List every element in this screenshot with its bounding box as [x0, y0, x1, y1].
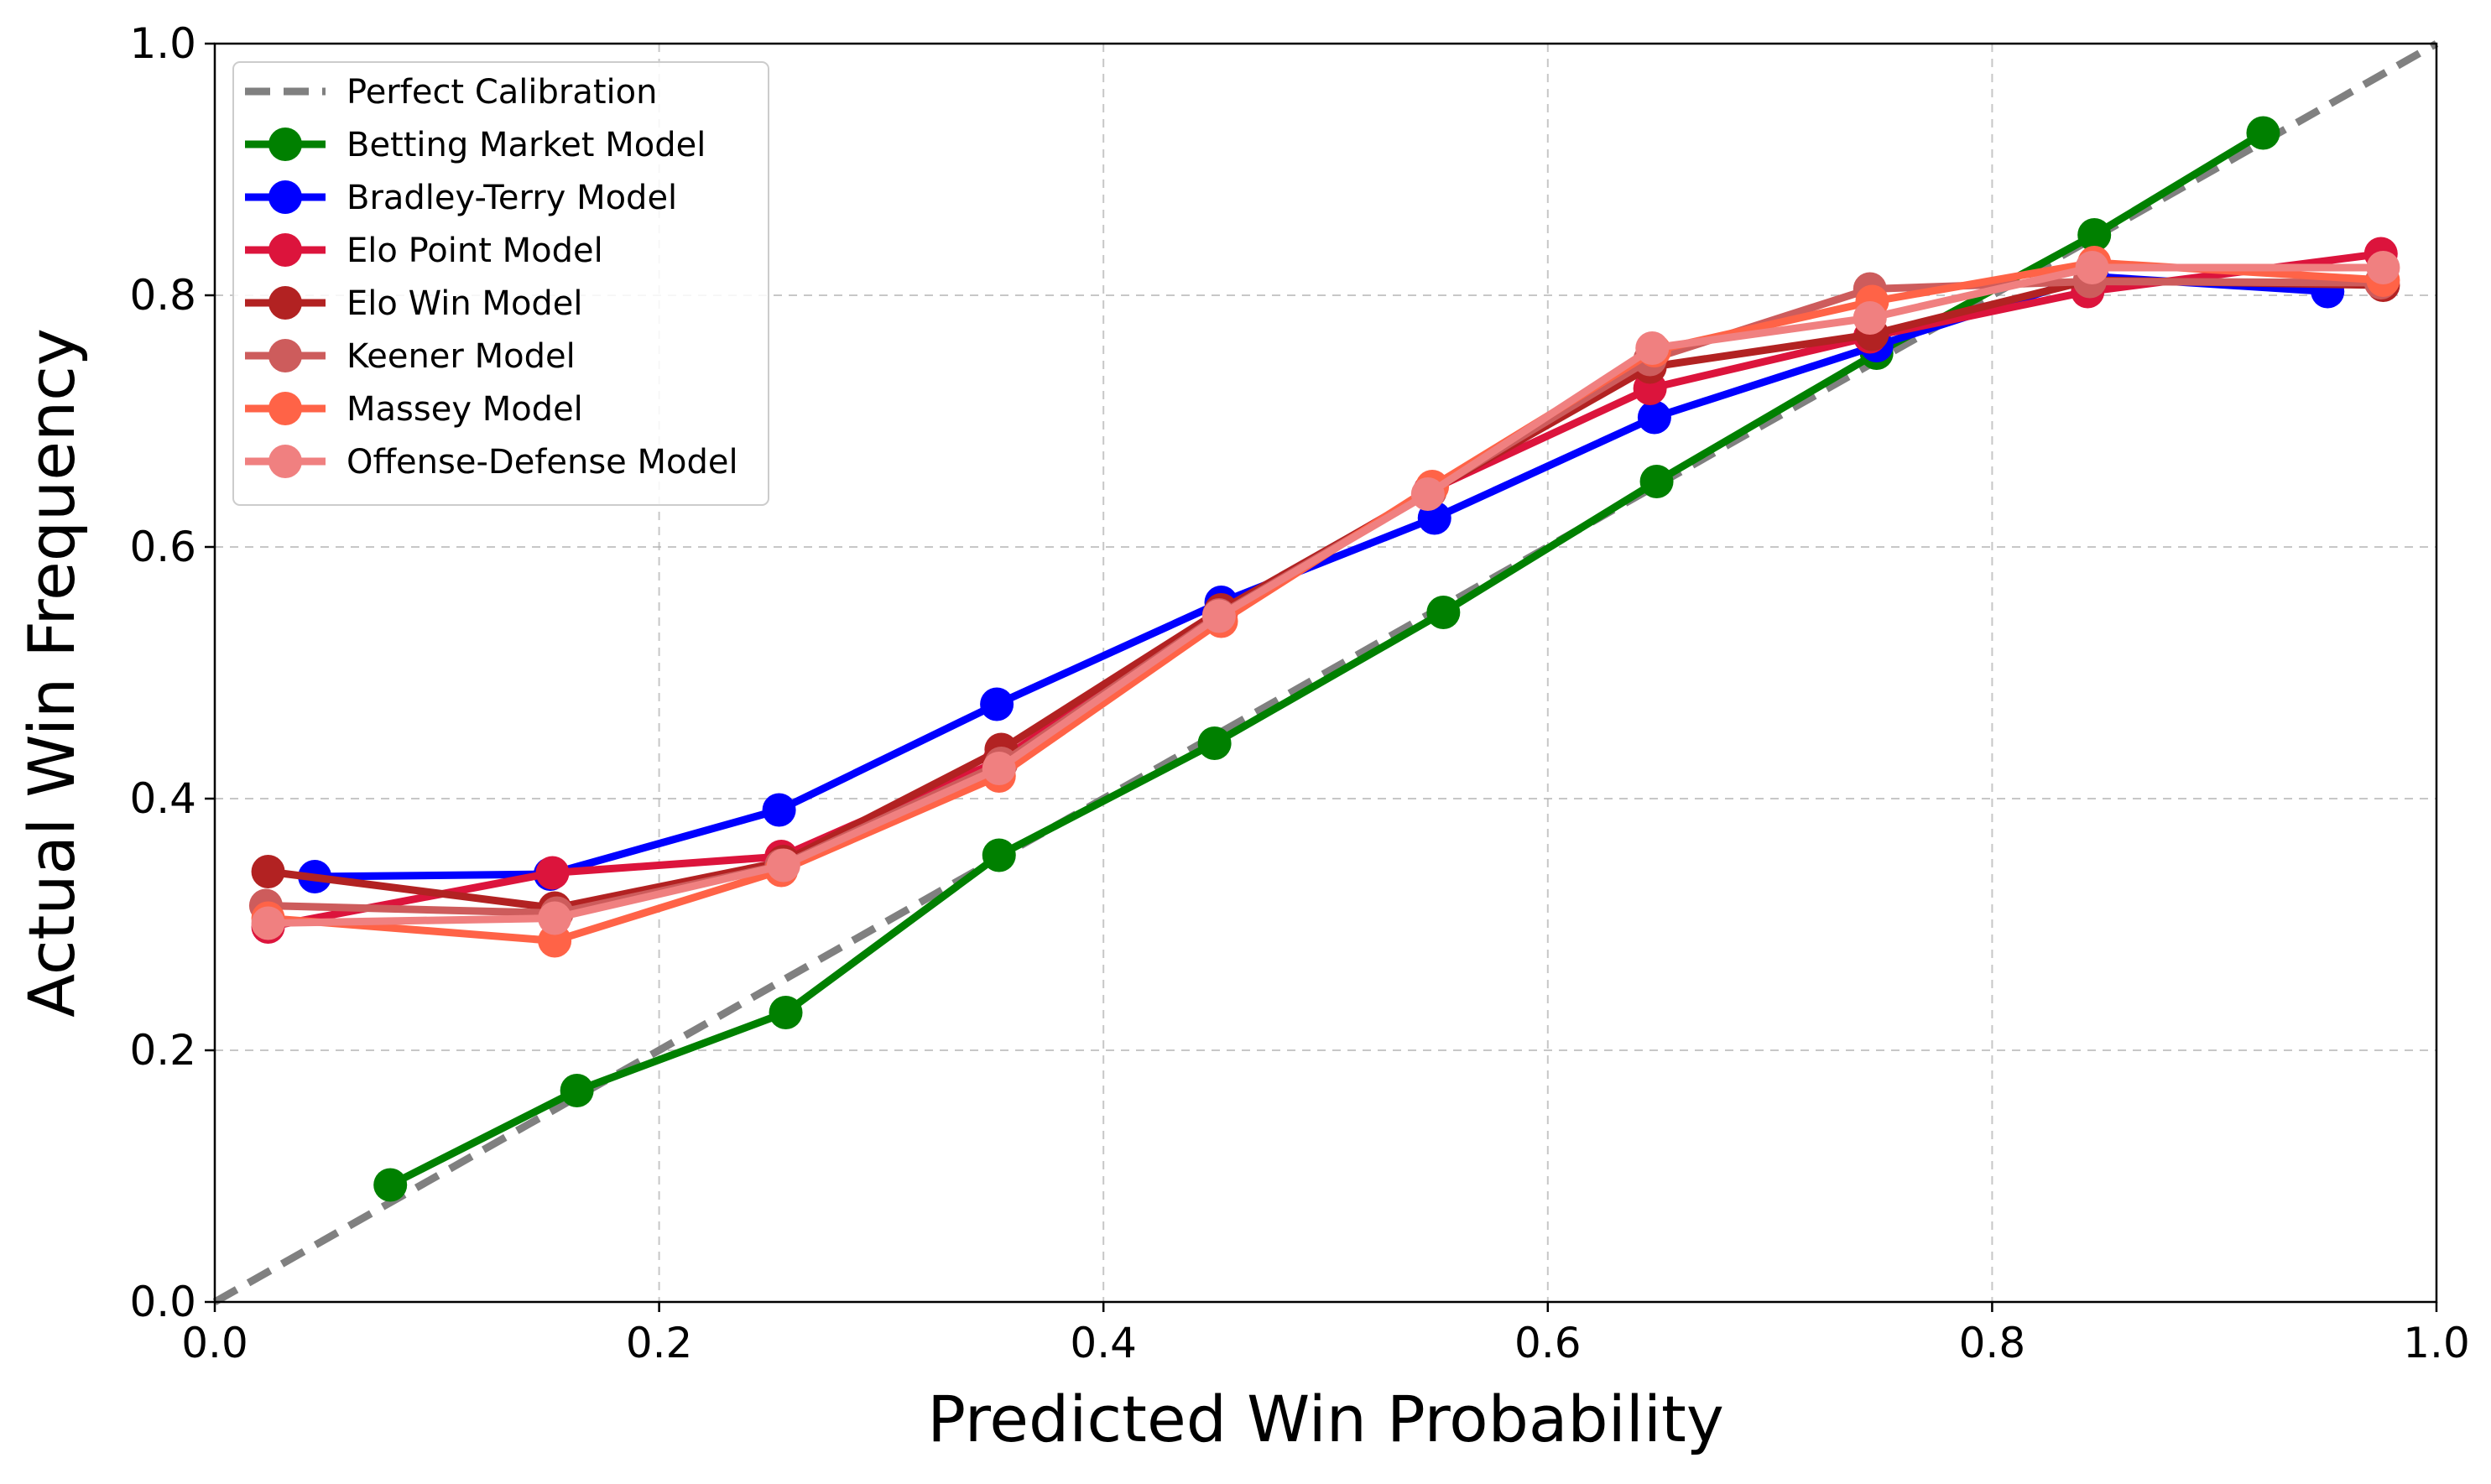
legend-label-elo-point-model: Elo Point Model [347, 232, 603, 270]
y-tick-label: 0.4 [129, 774, 196, 823]
offense-defense-model-point [1853, 301, 1887, 335]
betting-market-model-point [1197, 726, 1232, 760]
offense-defense-model-point [1201, 599, 1236, 633]
tick-layer: 0.0 0.2 0.4 0.6 0.8 1.0 0.0 0.2 0.4 0.6 0.8 1.0 [129, 19, 2469, 1367]
elo-win-model-point [251, 855, 285, 888]
betting-market-model-point [560, 1074, 594, 1107]
legend-swatch-marker [268, 392, 302, 425]
bradley-terry-model-point [762, 793, 796, 827]
elo-point-model-point [535, 856, 570, 890]
betting-market-model-point [769, 996, 803, 1029]
legend-swatch-marker [268, 339, 302, 372]
betting-market-model-point [2077, 218, 2112, 252]
offense-defense-model-point [538, 901, 572, 935]
legend-box [232, 61, 769, 506]
offense-defense-model-point [1635, 331, 1670, 365]
offense-defense-model-point [251, 906, 285, 940]
offense-defense-model-series [251, 251, 2400, 940]
offense-defense-model-point [982, 752, 1016, 785]
y-tick-label: 0.6 [129, 523, 196, 571]
series-layer [248, 116, 2400, 1202]
legend-entry: Bradley-Terry Model [245, 179, 677, 217]
y-tick-label: 0.8 [129, 271, 196, 320]
betting-market-model-point [1639, 465, 1674, 498]
x-tick-label: 0.6 [1514, 1319, 1582, 1367]
legend-entry: Betting Market Model [245, 126, 706, 164]
legend-swatch-marker [268, 180, 302, 214]
legend-label-elo-win-model: Elo Win Model [347, 284, 583, 323]
legend-label-bradley-terry-model: Bradley-Terry Model [347, 179, 677, 217]
x-tick-label: 0.2 [626, 1319, 693, 1367]
bradley-terry-model-point [980, 687, 1014, 721]
legend-entry: Elo Point Model [245, 232, 603, 270]
y-axis-label: Actual Win Frequency [14, 328, 89, 1018]
betting-market-model-point [373, 1168, 408, 1202]
legend-entry: Keener Model [245, 337, 576, 376]
legend: Perfect Calibration Betting Market Model B… [232, 61, 769, 506]
legend-swatch-marker [268, 445, 302, 478]
legend-label-offense-defense-model: Offense-Defense Model [347, 443, 738, 482]
x-tick-label: 1.0 [2403, 1319, 2470, 1367]
legend-label-massey-model: Massey Model [347, 390, 583, 429]
legend-swatch-marker [268, 286, 302, 320]
betting-market-model-point [982, 838, 1016, 872]
bradley-terry-model-point [1637, 400, 1671, 435]
offense-defense-model-point [2075, 251, 2109, 284]
legend-entry: Offense-Defense Model [245, 443, 738, 482]
y-tick-label: 0.0 [129, 1278, 196, 1326]
offense-defense-model-line [264, 263, 2387, 927]
offense-defense-model-point [2366, 251, 2400, 284]
legend-label-perfect-calibration: Perfect Calibration [347, 73, 657, 112]
x-tick-label: 0.4 [1070, 1319, 1137, 1367]
legend-swatch-marker [268, 233, 302, 267]
legend-swatch-marker [268, 128, 302, 161]
plot-frame [213, 42, 2438, 1304]
legend-label-keener-model: Keener Model [347, 337, 576, 376]
y-tick-label: 1.0 [129, 19, 196, 68]
legend-entry: Elo Win Model [245, 284, 583, 323]
offense-defense-model-point [766, 848, 800, 883]
x-tick-label: 0.0 [181, 1319, 248, 1367]
betting-market-model-point [1426, 596, 1461, 629]
legend-entry: Massey Model [245, 390, 583, 429]
betting-market-model-point [2246, 116, 2280, 150]
offense-defense-model-point [1410, 477, 1445, 511]
y-tick-label: 0.2 [129, 1026, 196, 1075]
x-tick-label: 0.8 [1959, 1319, 2026, 1367]
legend-label-betting-market-model: Betting Market Model [347, 126, 706, 164]
x-axis-label: Predicted Win Probability [927, 1382, 1724, 1456]
legend-entry: Perfect Calibration [245, 73, 657, 112]
